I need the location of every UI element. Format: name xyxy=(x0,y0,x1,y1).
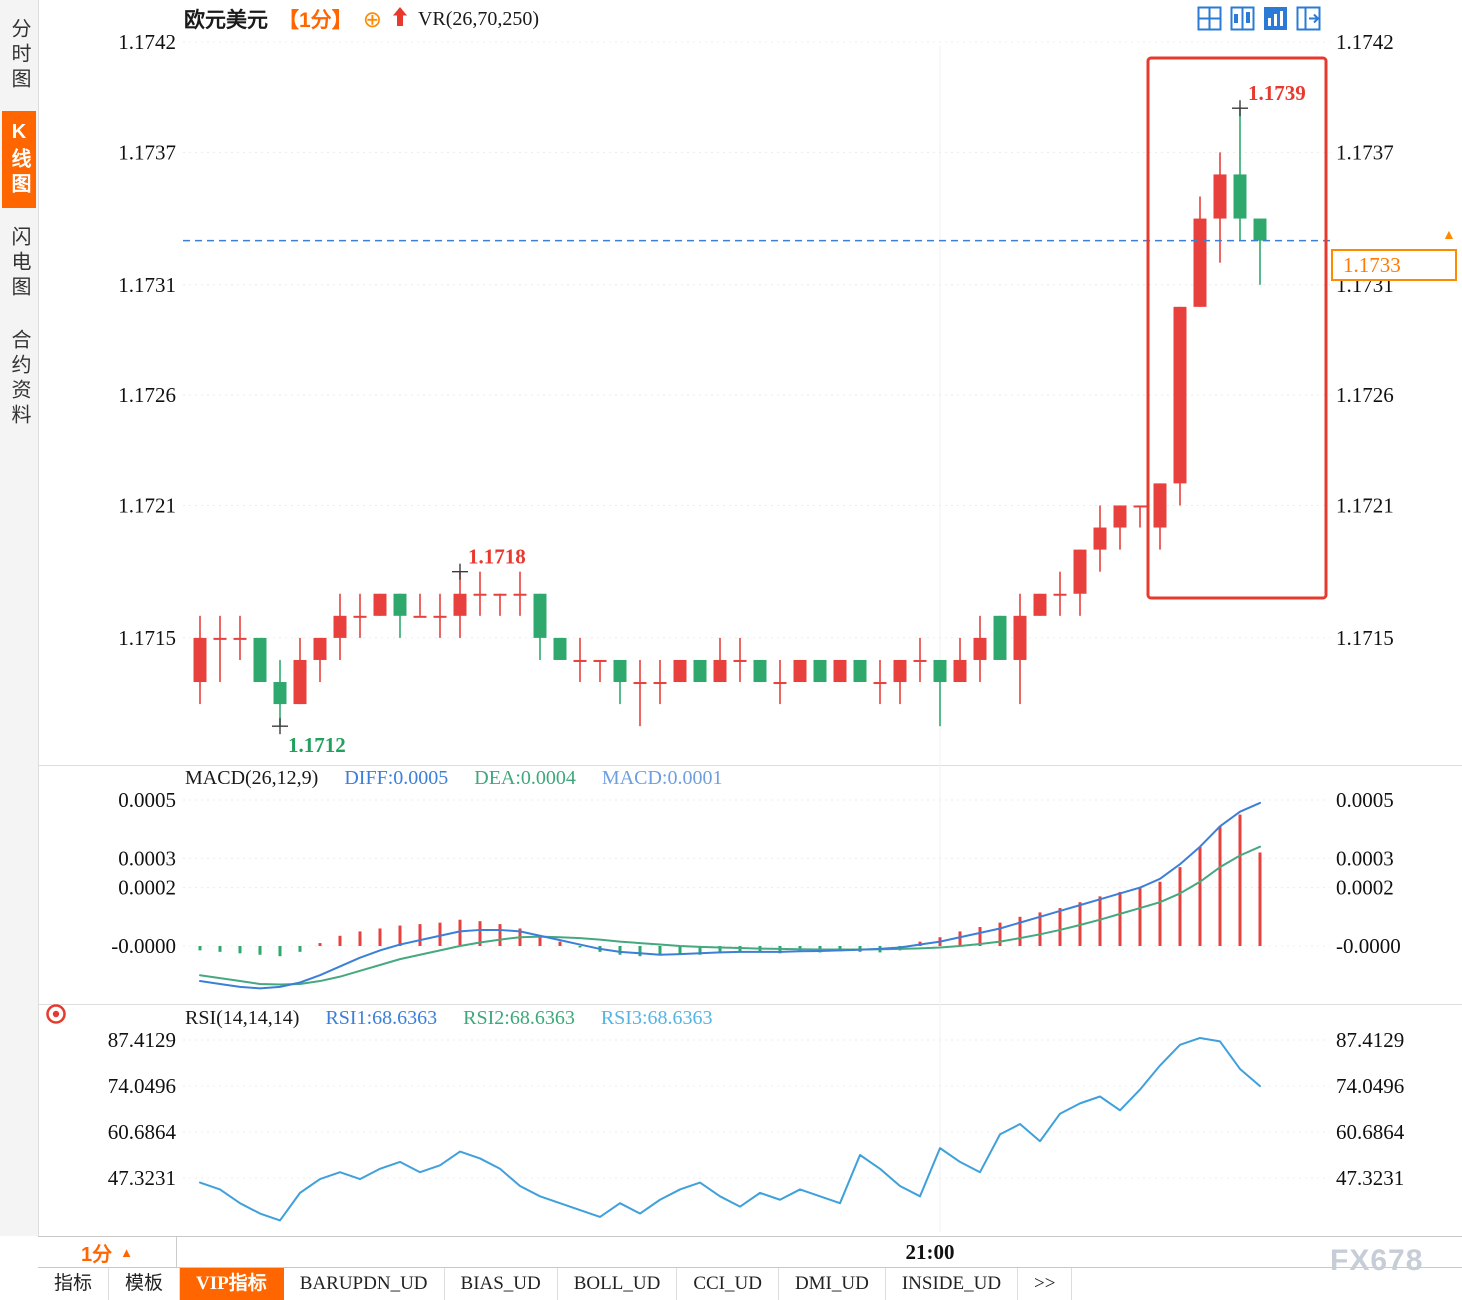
indicator-tab-dmi-ud[interactable]: DMI_UD xyxy=(779,1268,886,1300)
sidebar-tab-time-chart[interactable]: 分时图 xyxy=(8,18,30,93)
symbol-name: 欧元美元 xyxy=(184,9,268,32)
indicator-tab-bar: 指标 模板 VIP指标 BARUPDN_UD BIAS_UD BOLL_UD CCI_UD D… xyxy=(38,1268,1462,1300)
svg-text:1.1731: 1.1731 xyxy=(118,273,176,297)
svg-text:0.0003: 0.0003 xyxy=(1336,846,1394,870)
indicator-settings-icon[interactable] xyxy=(44,1002,68,1031)
vr-indicator-label[interactable]: VR(26,70,250) xyxy=(417,7,540,30)
rsi-params[interactable]: RSI(14,14,14) xyxy=(185,1007,300,1029)
svg-text:74.0496: 74.0496 xyxy=(108,1074,176,1098)
watermark: FX678 xyxy=(1330,1244,1424,1277)
two-pane-layout-icon[interactable] xyxy=(1229,5,1255,31)
sidebar: 分时图 K线图 闪电图 合约资料 xyxy=(0,0,39,1236)
price-alert-arrow-icon: ▲ xyxy=(1442,226,1456,242)
indicator-tab-zhibiao[interactable]: 指标 xyxy=(38,1268,110,1300)
svg-text:74.0496: 74.0496 xyxy=(1336,1074,1404,1098)
rsi1-value: RSI1:68.6363 xyxy=(325,1007,438,1029)
time-tick-label: 21:00 xyxy=(905,1240,955,1264)
period-value: 1分 xyxy=(81,1243,113,1266)
svg-text:1.1742: 1.1742 xyxy=(1336,30,1394,54)
svg-text:0.0003: 0.0003 xyxy=(118,846,176,870)
indicator-tab-more[interactable]: >> xyxy=(1018,1268,1073,1300)
indicator-tab-vip[interactable]: VIP指标 xyxy=(180,1268,284,1300)
svg-text:1.1739: 1.1739 xyxy=(1248,81,1306,105)
macd-macd-value: MACD:0.0001 xyxy=(601,767,723,789)
macd-diff-value: DIFF:0.0005 xyxy=(344,767,449,789)
svg-text:1.1718: 1.1718 xyxy=(468,545,526,569)
svg-text:60.6864: 60.6864 xyxy=(1336,1120,1405,1144)
svg-text:1.1742: 1.1742 xyxy=(118,30,176,54)
sidebar-tab-contract-info[interactable]: 合约资料 xyxy=(8,329,30,429)
svg-text:-0.0000: -0.0000 xyxy=(1336,934,1401,958)
rsi3-value: RSI3:68.6363 xyxy=(600,1007,713,1029)
svg-text:-0.0000: -0.0000 xyxy=(111,934,176,958)
svg-text:60.6864: 60.6864 xyxy=(108,1120,177,1144)
indicator-tab-bias-ud[interactable]: BIAS_UD xyxy=(445,1268,558,1300)
svg-text:1.1712: 1.1712 xyxy=(288,733,346,757)
svg-text:0.0005: 0.0005 xyxy=(118,788,176,812)
svg-text:87.4129: 87.4129 xyxy=(1336,1028,1404,1052)
add-indicator-icon[interactable]: ⊕ xyxy=(362,6,382,32)
svg-text:1.1737: 1.1737 xyxy=(118,140,176,164)
svg-text:87.4129: 87.4129 xyxy=(108,1028,176,1052)
dropdown-arrow-icon: ▲ xyxy=(120,1244,133,1260)
time-axis-row: 1分 ▲ 21:00 xyxy=(38,1236,1462,1268)
rsi-title-row: RSI(14,14,14) RSI1:68.6363 RSI2:68.6363 … xyxy=(185,1007,713,1030)
svg-text:1.1737: 1.1737 xyxy=(1336,140,1394,164)
period-selector[interactable]: 1分 ▲ xyxy=(38,1237,177,1267)
indicator-tab-barupdn-ud[interactable]: BARUPDN_UD xyxy=(284,1268,445,1300)
layout-icon-group xyxy=(1196,5,1321,31)
indicator-tab-moban[interactable]: 模板 xyxy=(109,1268,181,1300)
current-price-badge: 1.1733 xyxy=(1331,249,1457,281)
svg-text:1.1715: 1.1715 xyxy=(1336,626,1394,650)
macd-dea-value: DEA:0.0004 xyxy=(474,767,576,789)
pane-switch-layout-icon[interactable] xyxy=(1295,5,1321,31)
svg-text:0.0002: 0.0002 xyxy=(1336,876,1394,900)
indicator-tab-cci-ud[interactable]: CCI_UD xyxy=(677,1268,779,1300)
svg-text:1.1721: 1.1721 xyxy=(1336,493,1394,517)
macd-params[interactable]: MACD(26,12,9) xyxy=(185,767,319,789)
period-label[interactable]: 【1分】 xyxy=(278,9,353,32)
chart-header: 欧元美元 【1分】 ⊕ VR(26,70,250) xyxy=(184,4,539,34)
quad-grid-layout-icon[interactable] xyxy=(1196,5,1222,31)
rsi2-value: RSI2:68.6363 xyxy=(463,1007,575,1029)
svg-text:0.0002: 0.0002 xyxy=(118,876,176,900)
sidebar-tab-lightning-chart[interactable]: 闪电图 xyxy=(8,226,30,301)
svg-text:1.1721: 1.1721 xyxy=(118,493,176,517)
macd-title-row: MACD(26,12,9) DIFF:0.0005 DEA:0.0004 MAC… xyxy=(185,767,723,790)
indicator-panel-layout-icon[interactable] xyxy=(1262,5,1288,31)
svg-text:47.3231: 47.3231 xyxy=(108,1166,176,1190)
svg-text:1.1726: 1.1726 xyxy=(1336,383,1394,407)
indicator-tab-boll-ud[interactable]: BOLL_UD xyxy=(558,1268,678,1300)
sidebar-tab-kline-chart[interactable]: K线图 xyxy=(2,111,36,208)
svg-text:1.1715: 1.1715 xyxy=(118,626,176,650)
svg-text:47.3231: 47.3231 xyxy=(1336,1166,1404,1190)
indicator-tab-inside-ud[interactable]: INSIDE_UD xyxy=(886,1268,1019,1300)
svg-text:1.1726: 1.1726 xyxy=(118,383,176,407)
svg-text:0.0005: 0.0005 xyxy=(1336,788,1394,812)
price-up-arrow-icon xyxy=(392,6,408,33)
